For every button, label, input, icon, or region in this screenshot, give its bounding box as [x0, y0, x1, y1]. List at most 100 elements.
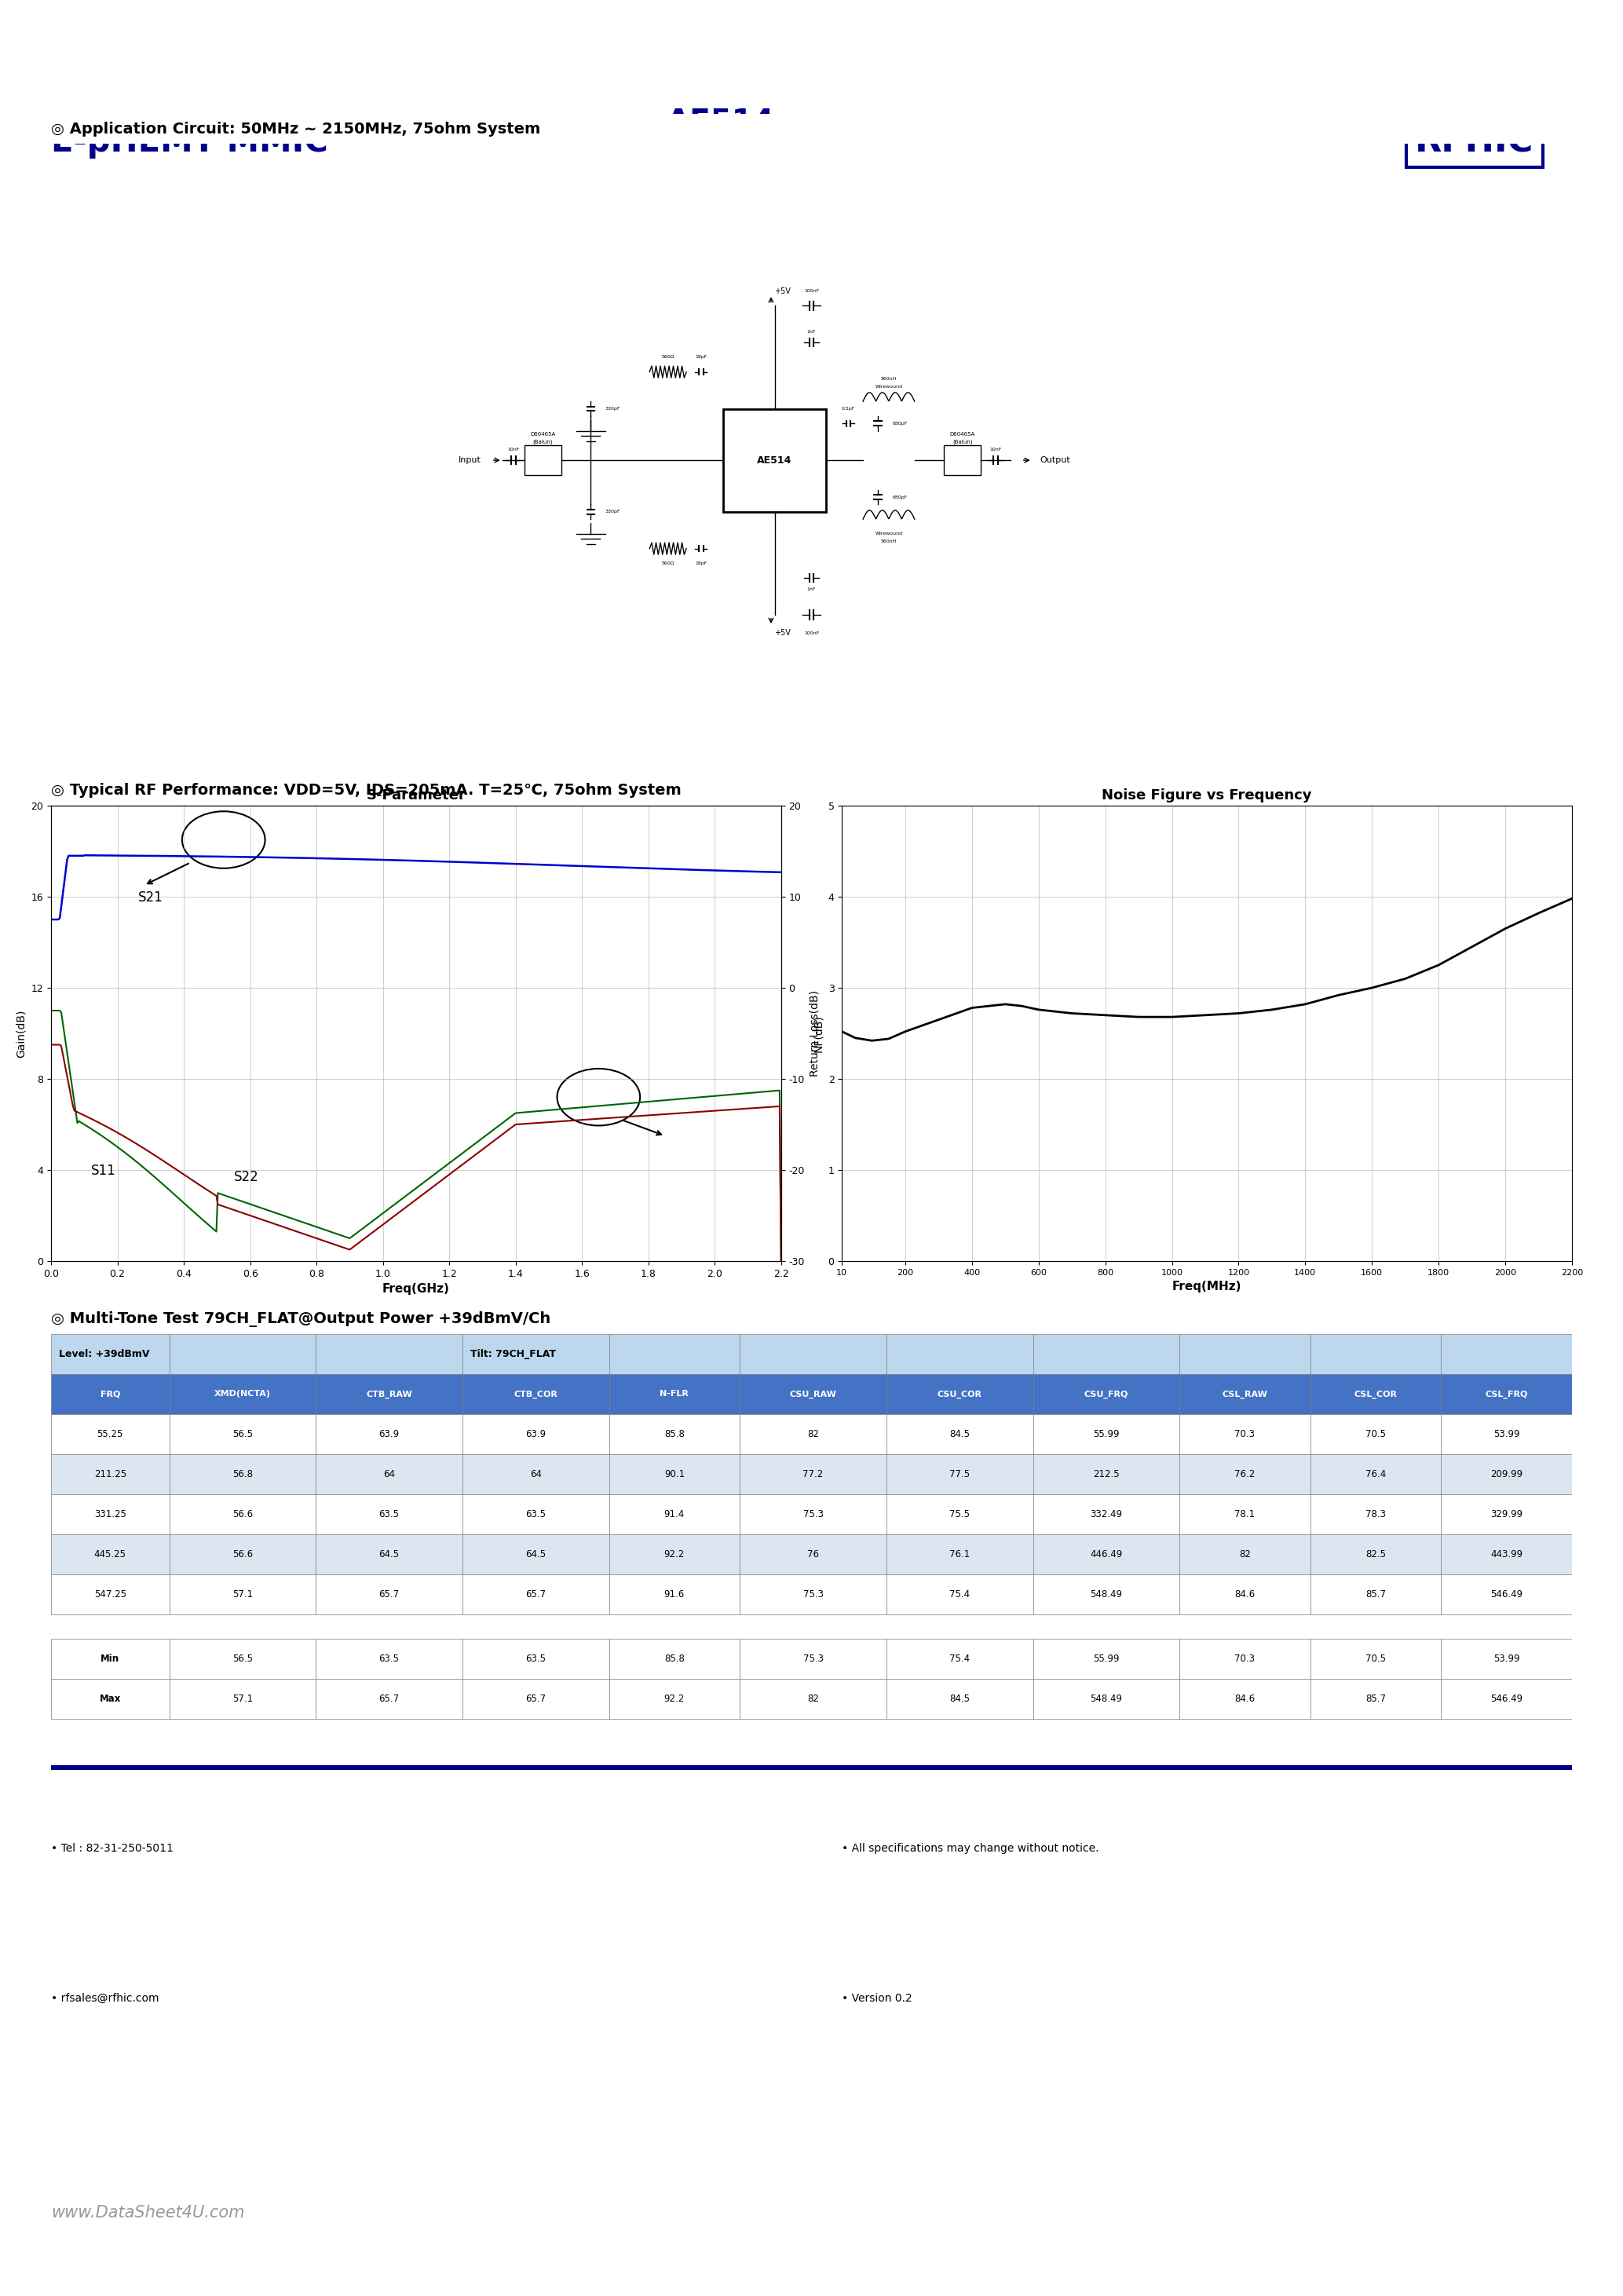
Bar [463, 1534, 609, 1575]
Text: 56.6: 56.6 [232, 1508, 253, 1520]
Text: 75.3: 75.3 [803, 1589, 823, 1600]
Bar [1310, 1334, 1441, 1373]
Text: 92.2: 92.2 [664, 1694, 685, 1704]
Bar [316, 1373, 463, 1414]
Text: 547.25: 547.25 [94, 1589, 127, 1600]
Text: RFHIC: RFHIC [1415, 124, 1534, 158]
Text: D60465A: D60465A [949, 432, 975, 436]
Bar [463, 1414, 609, 1453]
Text: 84.5: 84.5 [949, 1428, 971, 1440]
Bar [50, 1373, 169, 1414]
Text: ◎ Multi-Tone Test 79CH_FLAT@Output Power +39dBmV/Ch: ◎ Multi-Tone Test 79CH_FLAT@Output Power… [50, 1311, 550, 1327]
Text: 91.4: 91.4 [664, 1508, 685, 1520]
Text: Max: Max [99, 1694, 120, 1704]
Bar [169, 1639, 316, 1678]
Bar [169, 1453, 316, 1495]
Bar [1032, 1639, 1180, 1678]
Text: Wirewound: Wirewound [875, 386, 902, 388]
Text: ◎ Typical RF Performance: VDD=5V, IDS=205mA. T=25℃, 75ohm System: ◎ Typical RF Performance: VDD=5V, IDS=20… [50, 783, 682, 799]
Text: Output: Output [1040, 457, 1070, 464]
Text: 77.2: 77.2 [803, 1469, 823, 1479]
Bar [316, 1495, 463, 1534]
X-axis label: Freq(MHz): Freq(MHz) [1172, 1281, 1242, 1293]
Text: 76.2: 76.2 [1235, 1469, 1255, 1479]
Bar [740, 1453, 886, 1495]
Bar [1032, 1373, 1180, 1414]
Text: 70.5: 70.5 [1365, 1653, 1386, 1665]
Text: 445.25: 445.25 [94, 1550, 127, 1559]
Text: 84.6: 84.6 [1235, 1589, 1255, 1600]
Text: 63.5: 63.5 [378, 1653, 399, 1665]
Bar [1310, 1575, 1441, 1614]
Text: 56.6: 56.6 [232, 1550, 253, 1559]
Text: 53.99: 53.99 [1493, 1428, 1519, 1440]
Bar [945, 445, 980, 475]
Text: 76: 76 [807, 1550, 820, 1559]
Bar [1032, 1495, 1180, 1534]
Text: 78.1: 78.1 [1235, 1508, 1255, 1520]
Text: 65.7: 65.7 [526, 1589, 545, 1600]
Bar [463, 1334, 609, 1373]
Text: 212.5: 212.5 [1092, 1469, 1120, 1479]
Bar [1180, 1678, 1310, 1720]
Bar [50, 1534, 169, 1575]
Text: 332.49: 332.49 [1091, 1508, 1123, 1520]
Text: ◎ Application Circuit: 50MHz ~ 2150MHz, 75ohm System: ◎ Application Circuit: 50MHz ~ 2150MHz, … [50, 122, 540, 135]
Bar [1032, 1534, 1180, 1575]
Text: 56.5: 56.5 [232, 1653, 253, 1665]
Text: 330pF: 330pF [605, 406, 620, 411]
Text: 548.49: 548.49 [1091, 1694, 1123, 1704]
Text: 85.8: 85.8 [664, 1428, 685, 1440]
Text: 82.5: 82.5 [1365, 1550, 1386, 1559]
Text: 63.9: 63.9 [526, 1428, 545, 1440]
Text: 85.7: 85.7 [1365, 1694, 1386, 1704]
Bar [1441, 1453, 1573, 1495]
Bar [1441, 1495, 1573, 1534]
Bar [316, 1453, 463, 1495]
Bar [169, 1414, 316, 1453]
Text: Wirewound: Wirewound [875, 533, 902, 535]
Bar [886, 1534, 1032, 1575]
Text: Min: Min [101, 1653, 120, 1665]
Bar [886, 1453, 1032, 1495]
Bar [1441, 1534, 1573, 1575]
Bar [609, 1453, 740, 1495]
Text: • rfsales@rfhic.com: • rfsales@rfhic.com [50, 1993, 159, 2004]
Bar [609, 1639, 740, 1678]
Bar [50, 1678, 169, 1720]
Text: 65.7: 65.7 [526, 1694, 545, 1704]
X-axis label: Freq(GHz): Freq(GHz) [383, 1283, 450, 1295]
Text: (Balun): (Balun) [532, 439, 553, 445]
Text: CSU_COR: CSU_COR [936, 1389, 982, 1398]
Text: 82: 82 [807, 1694, 820, 1704]
Text: N-FLR: N-FLR [661, 1389, 688, 1398]
Text: Input: Input [458, 457, 480, 464]
Text: 18pF: 18pF [695, 356, 708, 358]
Text: 85.7: 85.7 [1365, 1589, 1386, 1600]
Text: E-pHEMT MMIC: E-pHEMT MMIC [50, 126, 328, 158]
Bar [1310, 1495, 1441, 1534]
Bar [524, 445, 562, 475]
Text: 78.3: 78.3 [1365, 1508, 1386, 1520]
Text: 100nF: 100nF [803, 289, 820, 294]
Text: 100nF: 100nF [803, 631, 820, 636]
Text: 91.6: 91.6 [664, 1589, 685, 1600]
Text: 546.49: 546.49 [1490, 1694, 1522, 1704]
Bar [886, 1678, 1032, 1720]
Text: 10nF: 10nF [508, 448, 519, 450]
Text: S11: S11 [91, 1164, 115, 1178]
Bar [1310, 1373, 1441, 1414]
Text: XMD(NCTA): XMD(NCTA) [214, 1389, 271, 1398]
Bar [169, 1334, 316, 1373]
Bar [886, 1414, 1032, 1453]
Bar [740, 1534, 886, 1575]
Bar [740, 1334, 886, 1373]
Bar [609, 1575, 740, 1614]
Text: D60465A: D60465A [531, 432, 555, 436]
Text: 65.7: 65.7 [378, 1694, 399, 1704]
Bar [463, 1495, 609, 1534]
Bar [1180, 1334, 1310, 1373]
Bar [886, 1373, 1032, 1414]
Bar [740, 1373, 886, 1414]
Bar [1310, 1678, 1441, 1720]
